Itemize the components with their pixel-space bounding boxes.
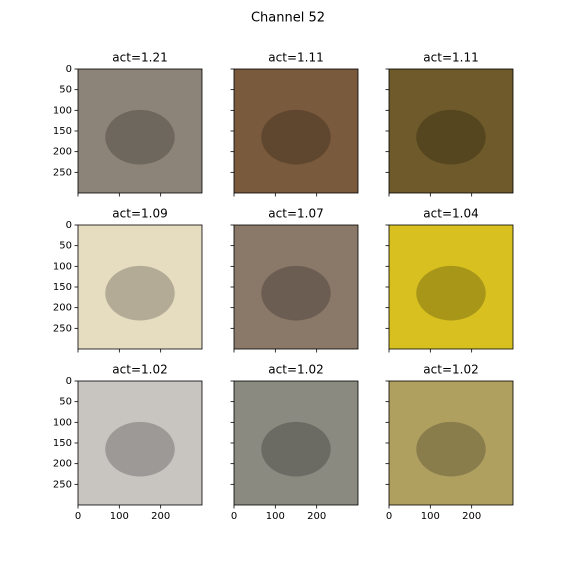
x-tick-label: 0	[386, 511, 392, 522]
y-tick-label: 0	[66, 376, 72, 387]
image-subject	[261, 265, 331, 321]
y-tick-label: 200	[53, 459, 72, 470]
y-tick-label: 100	[53, 261, 72, 272]
panel-title: act=1.11	[423, 51, 478, 65]
panel-title: act=1.04	[423, 207, 478, 221]
x-tick-label: 0	[231, 511, 237, 522]
y-tick-label: 0	[66, 220, 72, 231]
image-placeholder	[389, 225, 513, 349]
x-tick-label: 100	[110, 511, 129, 522]
panel-title: act=1.02	[268, 363, 323, 377]
image-placeholder	[78, 381, 202, 505]
x-tick-label: 100	[266, 511, 285, 522]
image-subject	[261, 421, 331, 477]
y-tick-label: 250	[53, 323, 72, 334]
panel-title: act=1.07	[268, 207, 323, 221]
y-tick-label: 150	[53, 438, 72, 449]
image-placeholder	[234, 225, 358, 349]
y-tick-label: 50	[59, 397, 72, 408]
y-tick-label: 100	[53, 105, 72, 116]
y-tick-label: 250	[53, 167, 72, 178]
x-tick-label: 200	[307, 511, 326, 522]
figure-title: Channel 52	[251, 11, 325, 26]
y-tick-label: 150	[53, 126, 72, 137]
panel-title: act=1.02	[112, 363, 167, 377]
image-subject	[105, 109, 175, 165]
panel-title: act=1.02	[423, 363, 478, 377]
image-placeholder	[234, 69, 358, 193]
x-tick-label: 0	[75, 511, 81, 522]
y-tick-label: 150	[53, 282, 72, 293]
image-subject	[416, 109, 486, 165]
image-placeholder	[234, 381, 358, 505]
y-tick-label: 0	[66, 64, 72, 75]
y-tick-label: 50	[59, 241, 72, 252]
image-placeholder	[78, 225, 202, 349]
image-subject	[416, 421, 486, 477]
image-placeholder	[389, 381, 513, 505]
panel-title: act=1.21	[112, 51, 167, 65]
image-placeholder	[78, 69, 202, 193]
image-placeholder	[389, 69, 513, 193]
panel-title: act=1.11	[268, 51, 323, 65]
x-tick-label: 200	[151, 511, 170, 522]
x-tick-label: 100	[421, 511, 440, 522]
y-tick-label: 200	[53, 303, 72, 314]
panel-title: act=1.09	[112, 207, 167, 221]
image-subject	[105, 421, 175, 477]
x-tick-label: 200	[462, 511, 481, 522]
image-subject	[261, 109, 331, 165]
y-tick-label: 100	[53, 417, 72, 428]
y-tick-label: 200	[53, 147, 72, 158]
y-tick-label: 250	[53, 479, 72, 490]
image-subject	[105, 265, 175, 321]
y-tick-label: 50	[59, 85, 72, 96]
image-subject	[416, 265, 486, 321]
